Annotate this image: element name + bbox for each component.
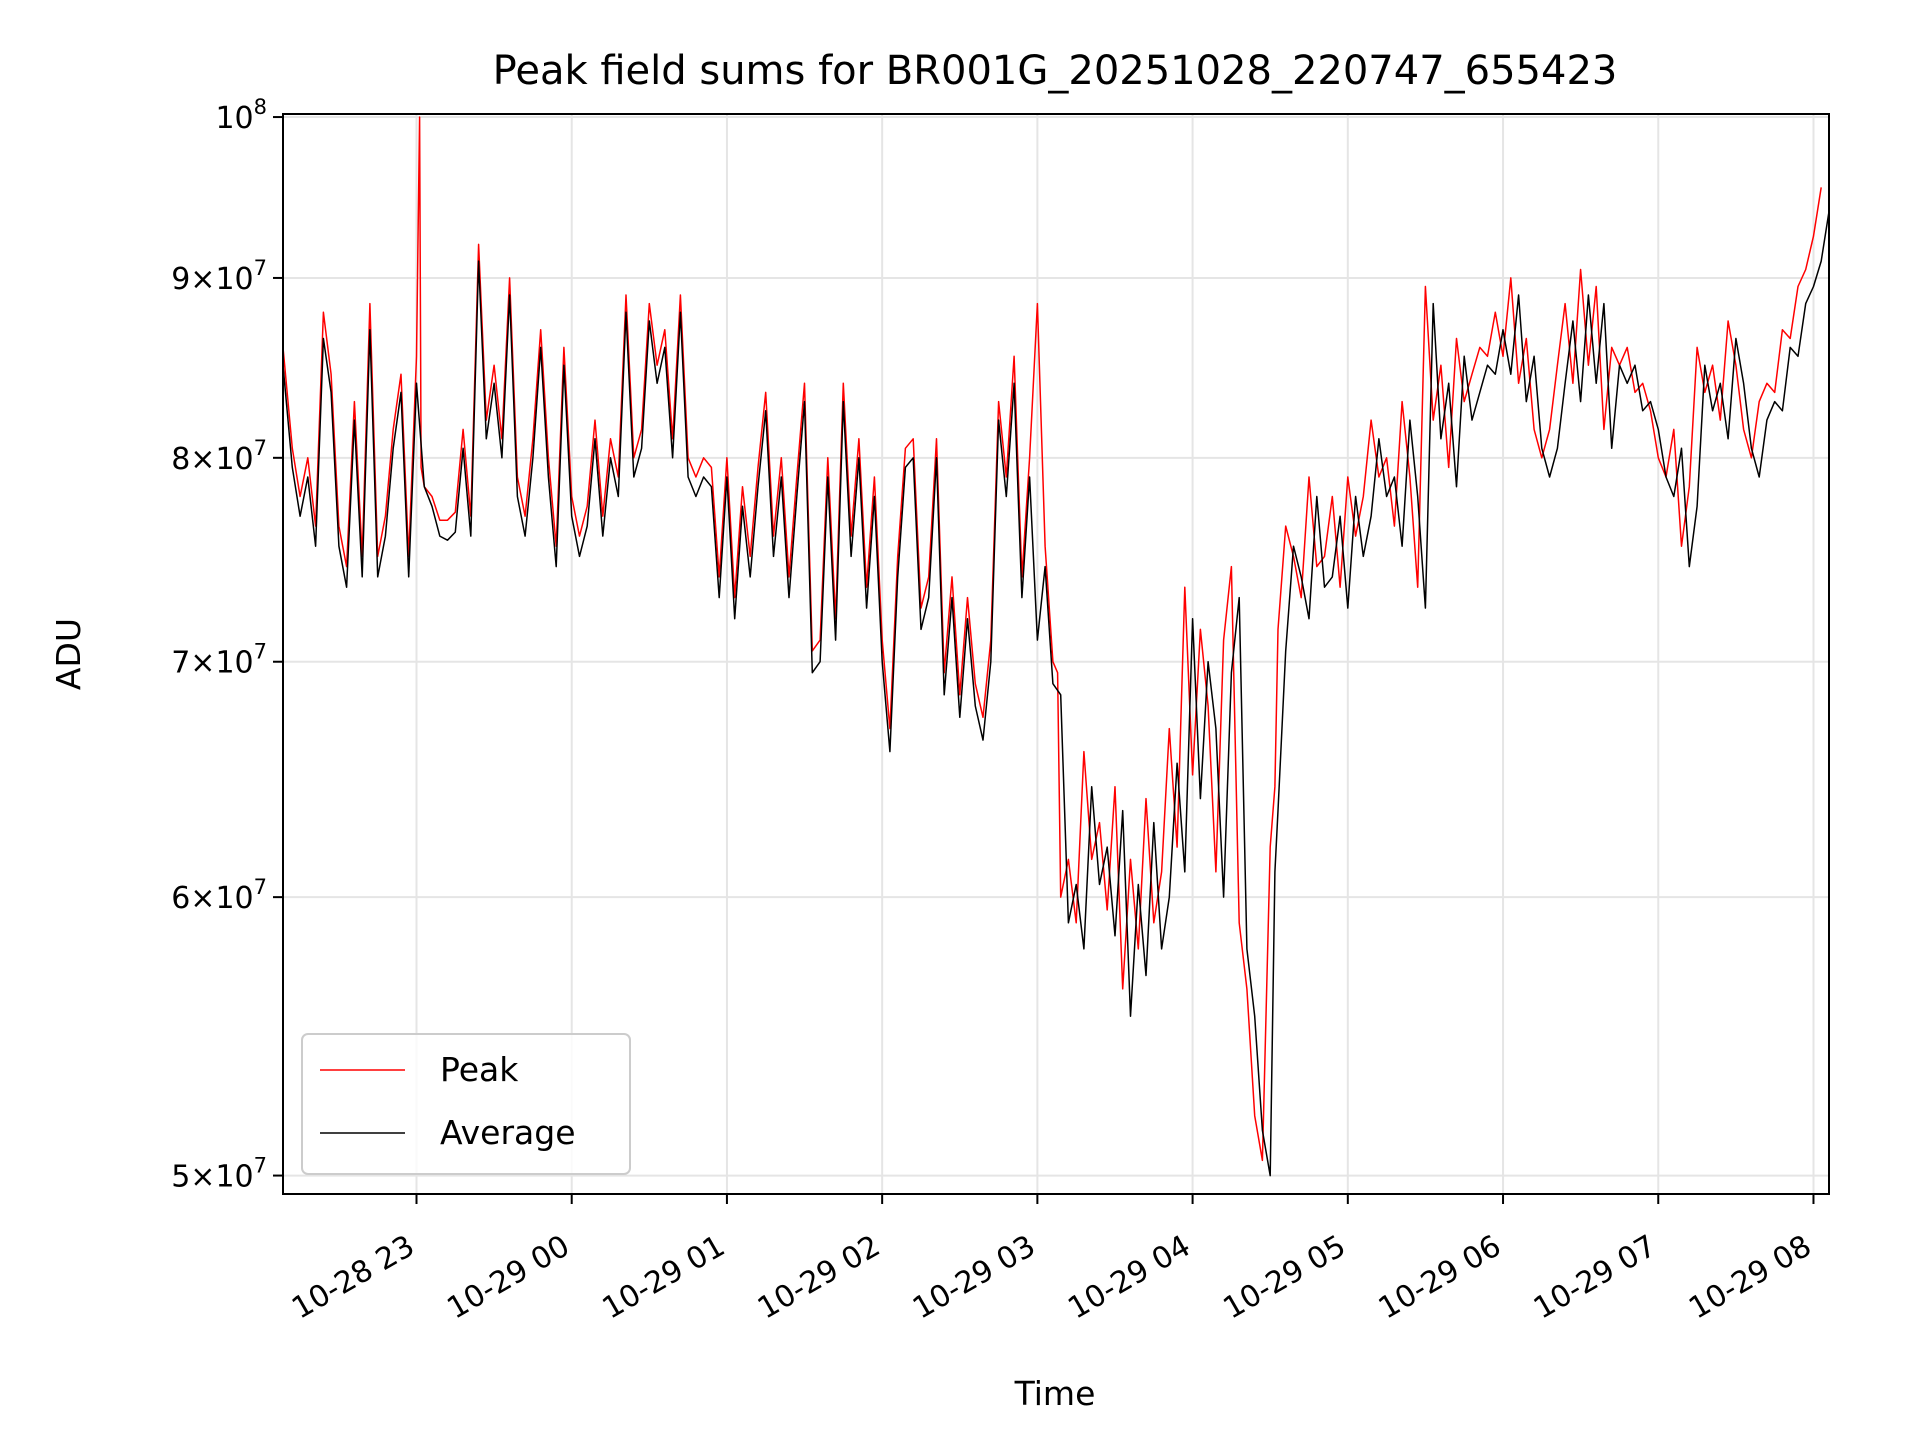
y-axis-label: ADU xyxy=(49,618,88,690)
legend-box xyxy=(301,1033,631,1175)
x-axis-label: Time xyxy=(1014,1374,1096,1413)
plot-frame xyxy=(282,113,1830,1195)
y-tick-label: 108 xyxy=(215,95,267,136)
y-tick-label: 6×107 xyxy=(171,875,267,916)
legend: Peak Average xyxy=(301,1033,631,1175)
legend-label-average: Average xyxy=(440,1113,576,1152)
y-tick-label: 8×107 xyxy=(171,436,267,477)
y-tick-label: 5×107 xyxy=(171,1154,267,1195)
data-lines xyxy=(282,116,1830,1177)
y-axis: 5×107 6×107 7×107 8×107 9×107 108 xyxy=(171,95,283,1195)
legend-label-peak: Peak xyxy=(440,1050,519,1089)
grid-lines xyxy=(283,114,1829,1194)
chart-title: Peak field sums for BR001G_20251028_2207… xyxy=(493,48,1618,94)
y-tick-label: 7×107 xyxy=(171,640,267,681)
y-tick-label: 9×107 xyxy=(171,256,267,297)
series-line-average xyxy=(282,211,1830,1177)
series-line-peak xyxy=(282,116,1822,1162)
